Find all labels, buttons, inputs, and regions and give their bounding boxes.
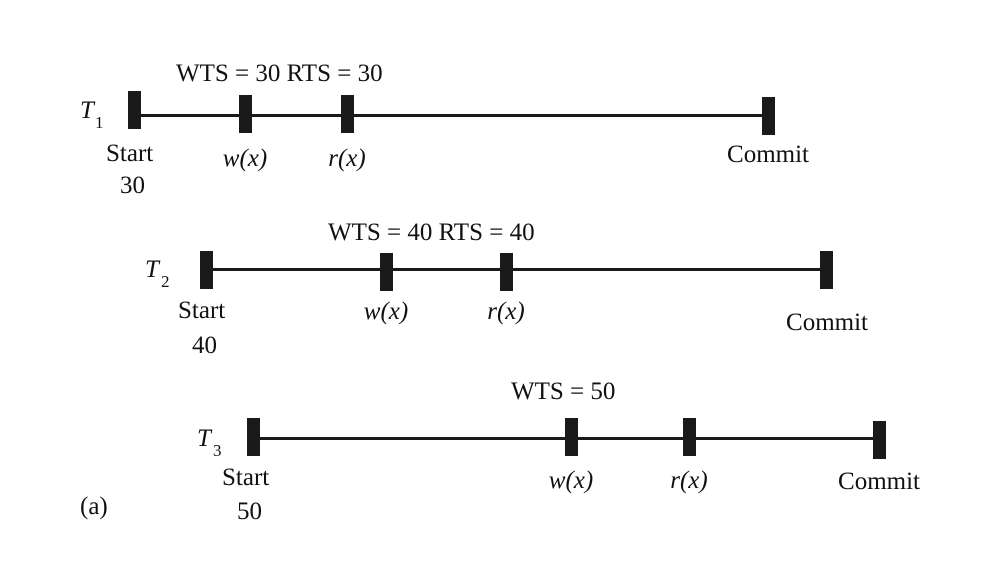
t2-start-marker [200, 251, 213, 289]
t2-subscript: 2 [161, 272, 170, 291]
t1-subscript: 1 [95, 113, 104, 132]
t2-read-label: r(x) [487, 298, 525, 325]
t1-start-marker [128, 91, 141, 129]
t2-commit-label: Commit [786, 309, 868, 336]
t2-read-marker [500, 253, 513, 291]
t3-commit-label: Commit [838, 468, 920, 495]
t2-start-label: Start [178, 297, 226, 324]
t1-read-label: r(x) [328, 145, 366, 172]
t3-write-marker [565, 418, 578, 456]
t1-commit-label: Commit [727, 141, 809, 168]
t3-annotation: WTS = 50 [511, 378, 616, 405]
t3-start-marker [247, 418, 260, 456]
t3-start-label: Start [222, 464, 270, 491]
t2-commit-marker [820, 251, 833, 289]
t2-start-timestamp: 40 [192, 332, 217, 359]
t2-name: T [145, 256, 159, 283]
t2-annotation: WTS = 40 RTS = 40 [328, 219, 535, 246]
t3-start-timestamp: 50 [237, 498, 262, 525]
t1-timeline [134, 114, 770, 117]
t1-write-marker [239, 95, 252, 133]
t2-write-marker [380, 253, 393, 291]
t1-commit-marker [762, 97, 775, 135]
t1-write-label: w(x) [222, 145, 268, 172]
panel-label: (a) [80, 493, 108, 520]
t3-write-label: w(x) [548, 467, 594, 494]
t2-timeline [206, 268, 828, 271]
t3-commit-marker [873, 421, 886, 459]
t1-start-timestamp: 30 [120, 172, 145, 199]
t3-read-label: r(x) [670, 467, 708, 494]
t1-annotation: WTS = 30 RTS = 30 [176, 60, 383, 87]
t1-read-marker [341, 95, 354, 133]
t3-read-marker [683, 418, 696, 456]
t2-write-label: w(x) [363, 298, 409, 325]
t1-name: T [80, 97, 94, 124]
t3-subscript: 3 [213, 441, 222, 460]
t3-name: T [197, 425, 211, 452]
t1-start-label: Start [106, 140, 154, 167]
